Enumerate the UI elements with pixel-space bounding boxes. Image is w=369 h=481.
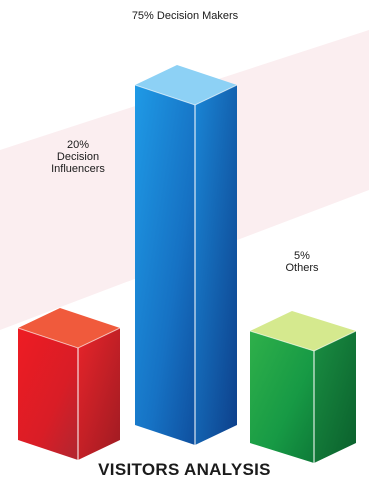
data-label-decision-influencers: 20% Decision Influencers (38, 139, 118, 175)
bar-side-face (314, 331, 356, 463)
data-label-others: 5% Others (272, 250, 332, 274)
bar-decision-influencers (17, 308, 121, 460)
bar-top-face (135, 65, 237, 105)
bar-front-face (250, 331, 314, 463)
data-label-pct: 20% (66, 139, 90, 151)
bars (17, 65, 357, 463)
data-label-decision-makers: 75% Decision Makers (90, 10, 280, 22)
data-label-pct: 5% (294, 250, 310, 262)
bar-top-edge (17, 327, 121, 349)
data-label-line: Influencers (51, 163, 105, 175)
bar-top-edge (249, 330, 357, 352)
data-label-line: Decision (56, 151, 100, 163)
chart-title: VISITORS ANALYSIS (98, 460, 271, 479)
bar-top-edge (134, 84, 238, 106)
bar-top-face (18, 308, 120, 348)
bar-side-face (195, 85, 237, 445)
bar-others (249, 311, 357, 463)
bar-side-face (78, 328, 120, 460)
bar-decision-makers (134, 65, 238, 445)
bar-front-face (135, 85, 195, 445)
data-label-text: 75% Decision Makers (131, 10, 239, 22)
bar-front-face (18, 328, 78, 460)
data-label-line: Others (285, 262, 319, 274)
bar-top-face (250, 311, 356, 351)
